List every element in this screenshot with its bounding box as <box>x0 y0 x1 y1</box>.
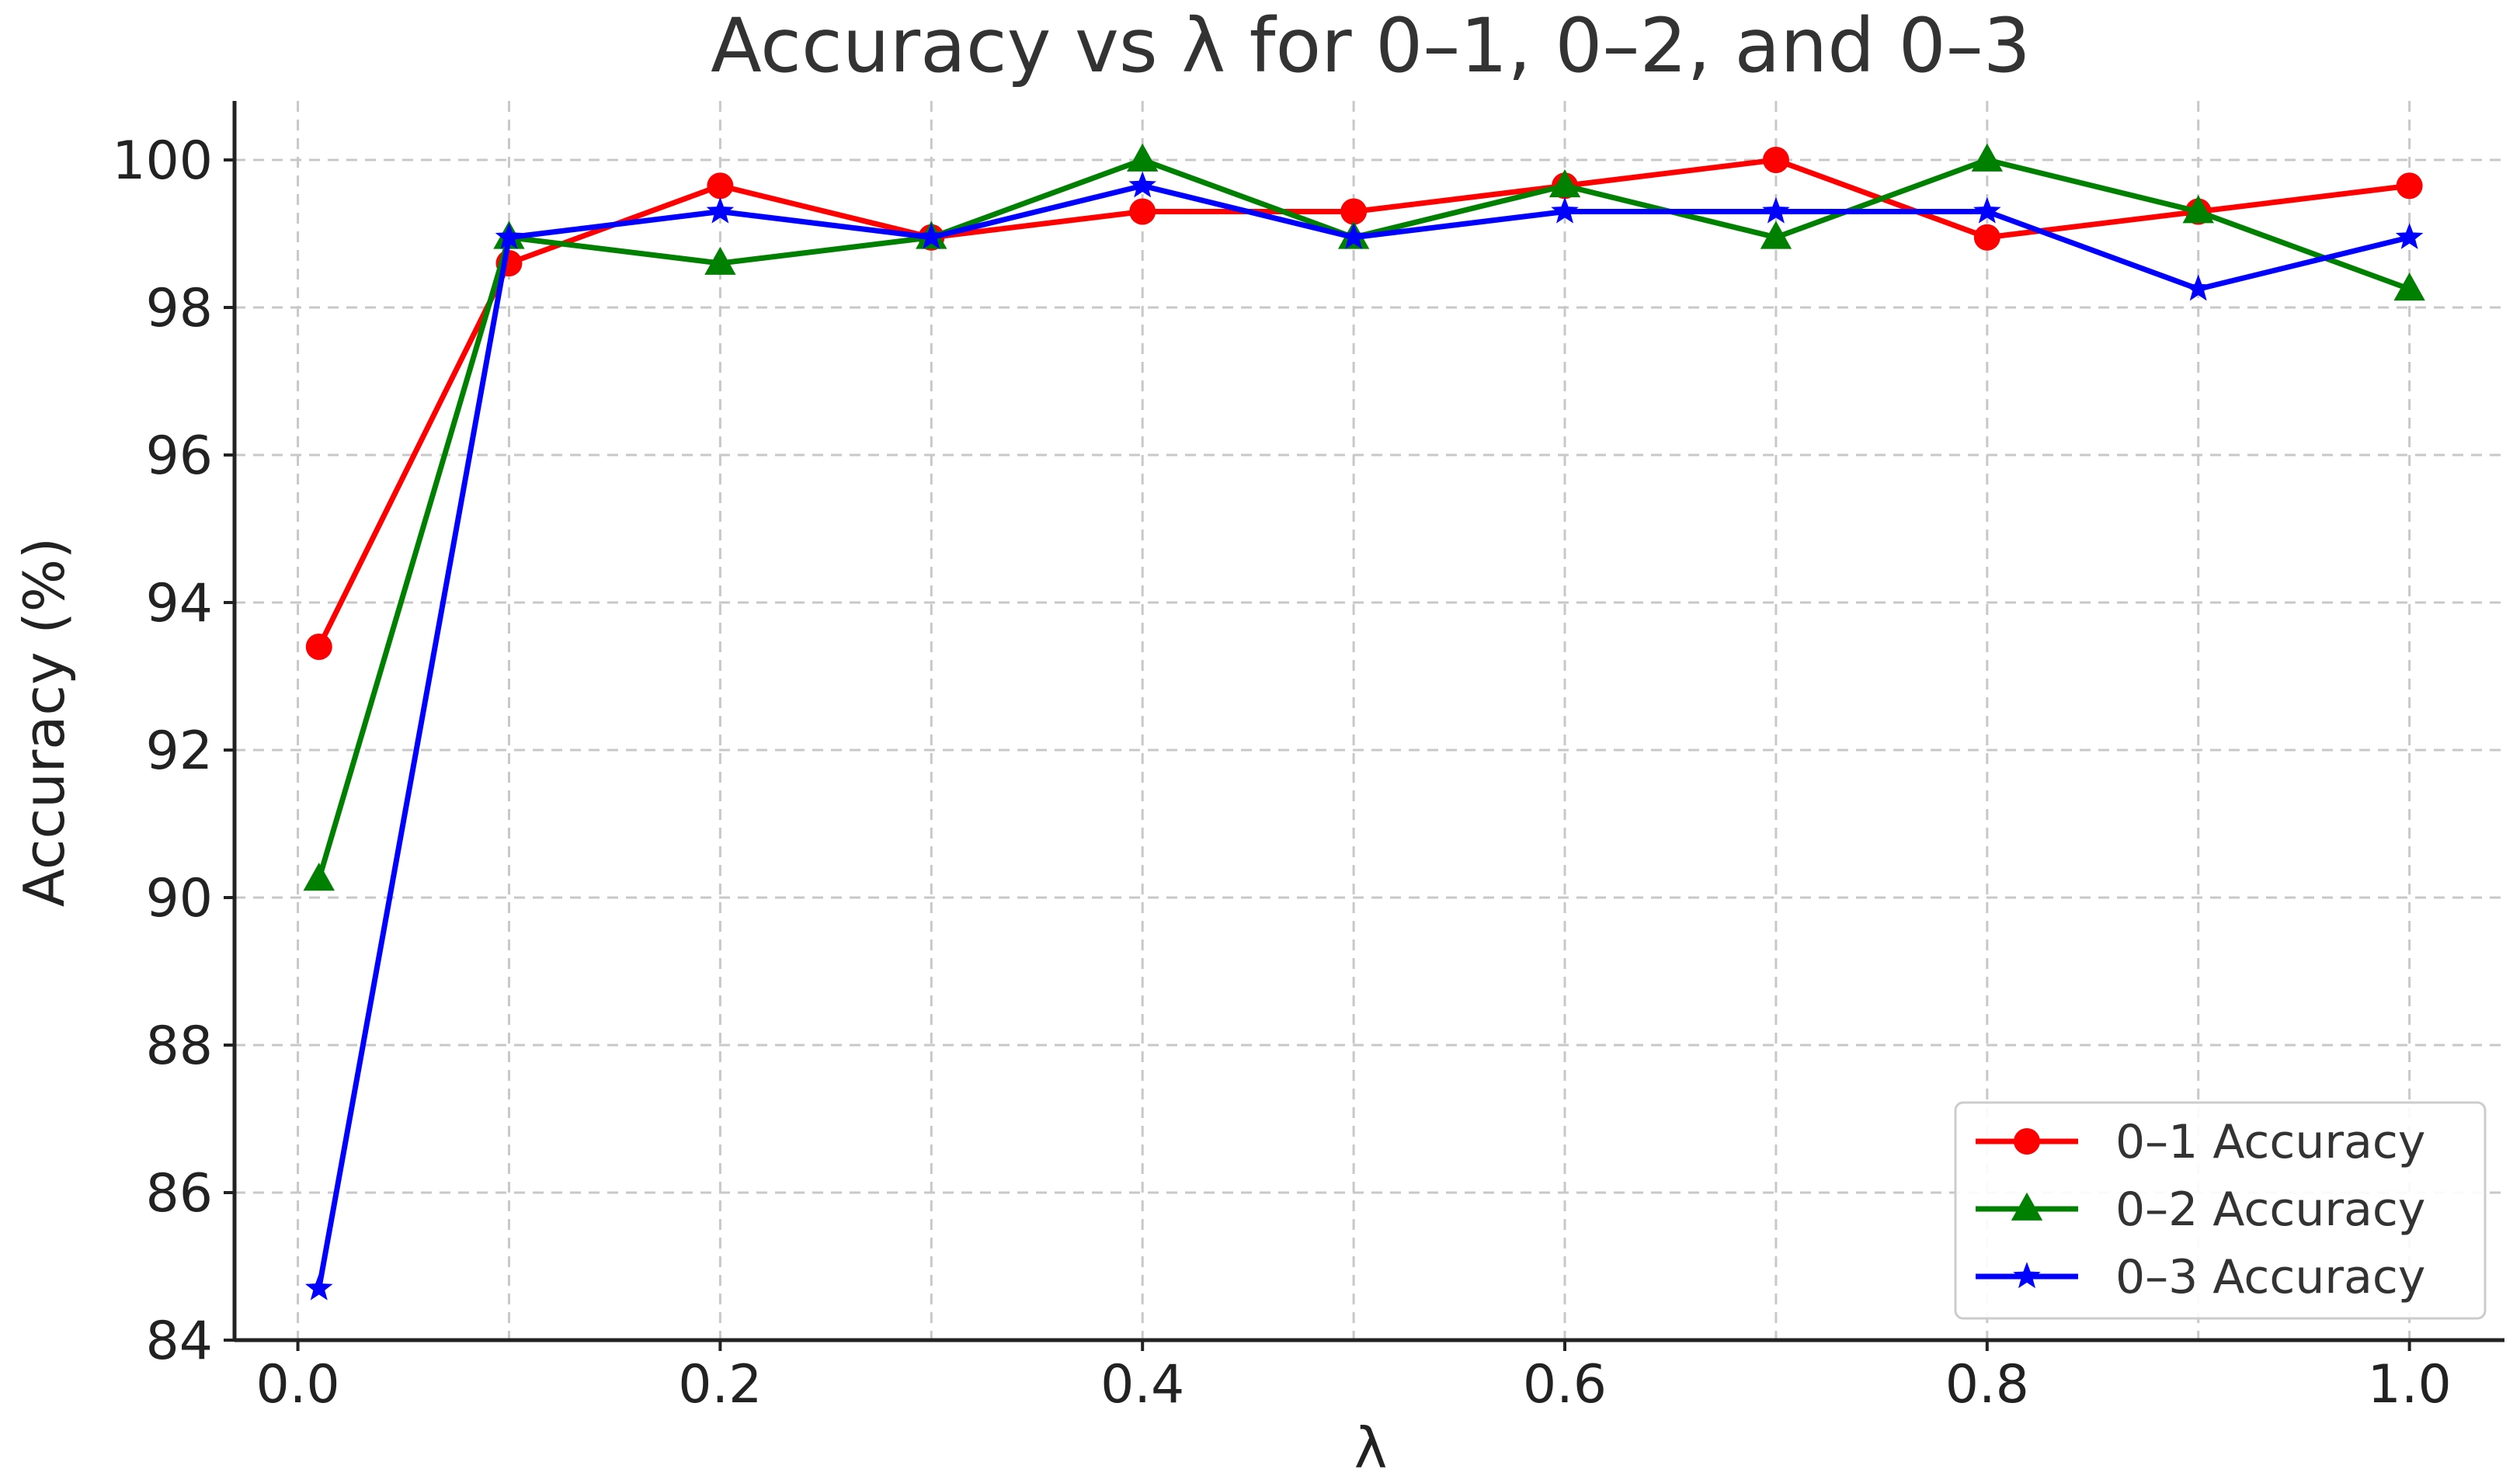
data-point <box>704 246 736 275</box>
legend-item: 0–2 Accuracy <box>1976 1183 2425 1237</box>
y-axis-label: Accuracy (%) <box>12 537 77 907</box>
data-point <box>1548 169 1581 198</box>
x-tick-label: 0.8 <box>1945 1354 2029 1415</box>
legend-box <box>1954 1101 2487 1320</box>
x-tick-label: 0.0 <box>255 1354 339 1415</box>
data-point <box>1762 196 1790 224</box>
series-3 <box>304 171 2424 1301</box>
data-point <box>1129 198 1156 225</box>
y-tick-label: 84 <box>145 1311 213 1372</box>
legend-swatch-marker <box>2011 1192 2043 1221</box>
data-point <box>303 863 335 891</box>
axes-layer: 0.0 0.2 0.4 0.6 0.8 1.0 84 86 88 90 92 94 96 98 100 <box>112 101 2504 1415</box>
legend-item: 0–1 Accuracy <box>1976 1115 2425 1169</box>
y-tick-label: 92 <box>145 721 213 782</box>
data-point <box>1973 196 2001 224</box>
data-point <box>1128 171 1156 198</box>
data-point <box>1760 221 1792 249</box>
data-point <box>1340 223 1368 249</box>
legend-swatch-marker <box>2013 1262 2041 1289</box>
y-tick-label: 94 <box>145 573 213 634</box>
data-point <box>304 1273 333 1301</box>
data-point <box>2395 223 2424 249</box>
data-point <box>1973 224 2000 251</box>
series-layer <box>303 143 2425 1301</box>
x-tick-label: 0.4 <box>1100 1354 1184 1415</box>
series-line <box>316 157 2411 880</box>
data-point <box>495 223 523 249</box>
grid-layer <box>235 101 2504 1340</box>
data-point <box>707 172 734 200</box>
data-point <box>1127 143 1159 172</box>
y-tick-label: 90 <box>145 868 213 929</box>
data-point <box>1340 198 1368 225</box>
data-point <box>917 223 946 249</box>
x-tick-label: 1.0 <box>2368 1354 2452 1415</box>
y-tick-label: 98 <box>145 278 213 339</box>
legend-swatch-marker <box>2014 1128 2040 1155</box>
legend-item: 0–3 Accuracy <box>1976 1250 2425 1304</box>
y-tick-label: 86 <box>145 1163 213 1224</box>
legend-label: 0–2 Accuracy <box>2115 1183 2425 1237</box>
data-point <box>1971 143 2004 172</box>
data-point <box>305 634 332 660</box>
x-tick-label: 0.2 <box>678 1354 762 1415</box>
data-point <box>1762 147 1789 173</box>
legend-label: 0–3 Accuracy <box>2115 1250 2425 1304</box>
data-point <box>1551 196 1579 224</box>
data-point <box>706 196 735 224</box>
legend: 0–1 Accuracy 0–2 Accuracy 0–3 Accuracy <box>1954 1101 2487 1320</box>
data-point <box>2396 172 2423 200</box>
y-tick-label: 100 <box>112 130 213 192</box>
legend-label: 0–1 Accuracy <box>2115 1115 2425 1169</box>
data-point <box>2184 274 2212 301</box>
y-tick-label: 88 <box>145 1016 213 1077</box>
y-tick-label: 96 <box>145 425 213 487</box>
data-point <box>2393 273 2425 301</box>
x-axis-label: λ <box>1354 1415 1388 1481</box>
series-1 <box>305 147 2423 660</box>
x-tick-label: 0.6 <box>1523 1354 1607 1415</box>
data-point <box>2182 195 2214 224</box>
chart-title: Accuracy vs λ for 0–1, 0–2, and 0–3 <box>711 2 2031 89</box>
